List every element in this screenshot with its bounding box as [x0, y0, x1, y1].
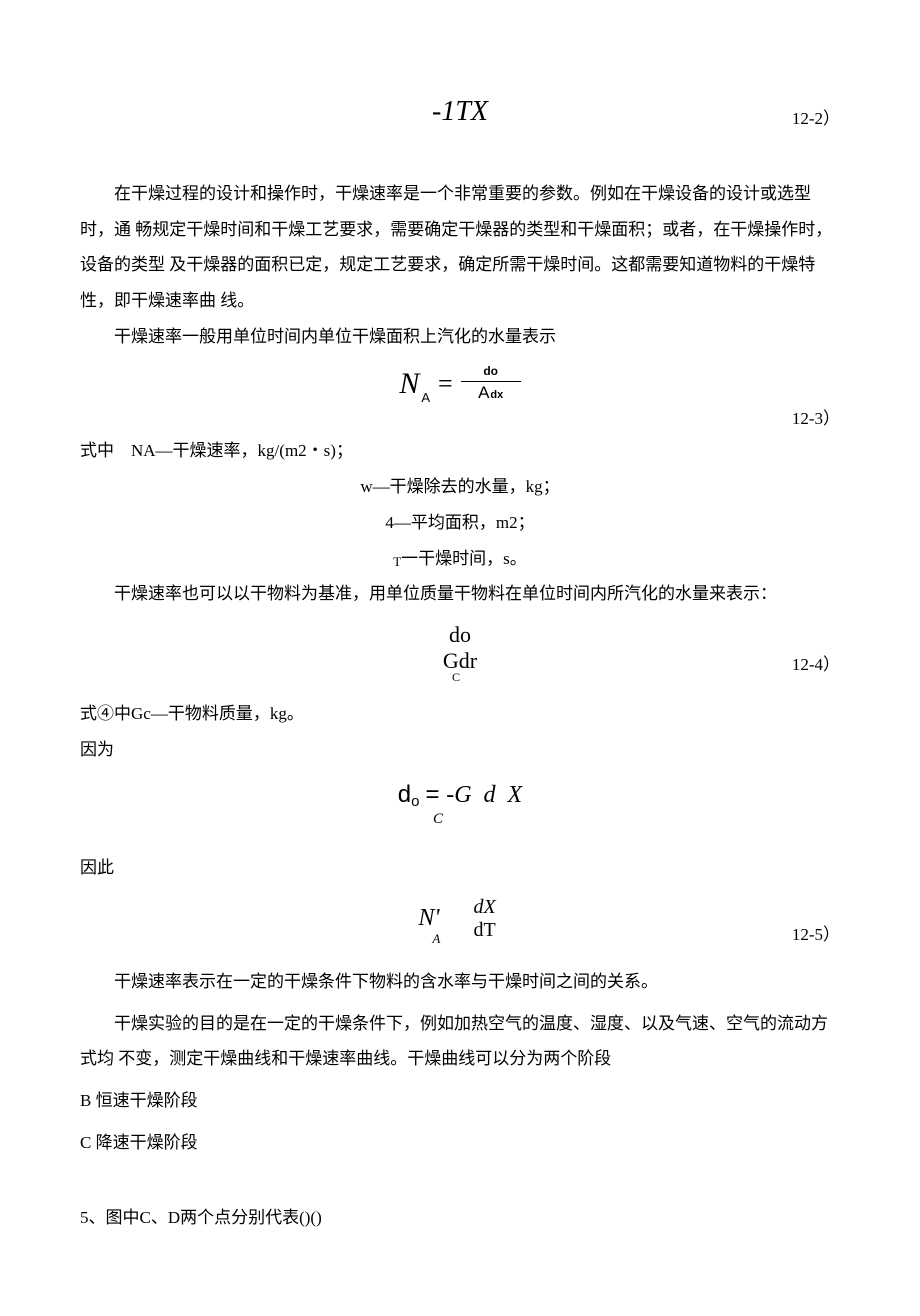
equation-12-4: do Gdr C 12-4）: [80, 622, 840, 692]
eq3-equals: =: [438, 369, 453, 399]
definition-header: 式中 NA—干燥速率，kg/(m2・s)；: [80, 433, 840, 469]
equation-12-5: N' A dX dT 12-5）: [80, 896, 840, 960]
paragraph-8: 干燥实验的目的是在一定的干燥条件下，例如加热空气的温度、湿度、以及气速、空气的流…: [80, 1006, 840, 1077]
definition-w: w—干燥除去的水量，kg；: [80, 469, 840, 505]
eq-do-sub-c: C: [58, 811, 818, 828]
equation-12-2: -1TX 12-2）: [80, 90, 840, 140]
eq3-N: N: [399, 367, 419, 401]
equation-12-3-number: 12-3）: [792, 404, 840, 429]
eq5-dT: dT: [467, 919, 501, 942]
paragraph-2: 干燥速率一般用单位时间内单位干燥面积上汽化的水量表示: [80, 319, 840, 355]
paragraph-7: 干燥速率表示在一定的干燥条件下物料的含水率与干燥时间之间的关系。: [80, 964, 840, 1000]
eq5-A: A: [432, 931, 440, 947]
eq3-fraction: do Adx: [461, 364, 521, 403]
eq5-dX: dX: [467, 896, 501, 919]
eq3-A-sub: A: [421, 390, 430, 405]
equation-12-3: N A = do Adx 12-3）: [80, 364, 840, 429]
question-5: 5、图中C、D两个点分别代表()(): [80, 1200, 840, 1236]
phase-b: B 恒速干燥阶段: [80, 1083, 840, 1119]
paragraph-5-yinwei: 因为: [80, 732, 840, 768]
eq5-N: N': [418, 905, 439, 931]
paragraph-6-yinci: 因此: [80, 850, 840, 886]
paragraph-1: 在干燥过程的设计和操作时，干燥速率是一个非常重要的参数。例如在干燥设备的设计或选…: [80, 176, 840, 319]
eq3-denominator: Adx: [461, 382, 521, 403]
paragraph-4: 式④中Gc—干物料质量，kg。: [80, 696, 840, 732]
eq4-sub: C: [76, 670, 836, 685]
eq3-numerator: do: [461, 364, 521, 382]
equation-12-2-number: 12-2）: [792, 104, 840, 129]
definition-area: 4—平均面积，m2；: [80, 505, 840, 541]
phase-c: C 降速干燥阶段: [80, 1125, 840, 1161]
equation-12-4-number: 12-4）: [792, 650, 840, 675]
paragraph-3: 干燥速率也可以以干物料为基准，用单位质量干物料在单位时间内所汽化的水量来表示：: [80, 576, 840, 612]
equation-do: do = -G d X C: [80, 781, 840, 826]
eq4-top: do: [80, 622, 840, 648]
definition-time: T一干燥时间，s。: [80, 541, 840, 577]
equation-12-2-formula: -1TX: [432, 96, 488, 128]
equation-12-5-number: 12-5）: [792, 920, 840, 945]
